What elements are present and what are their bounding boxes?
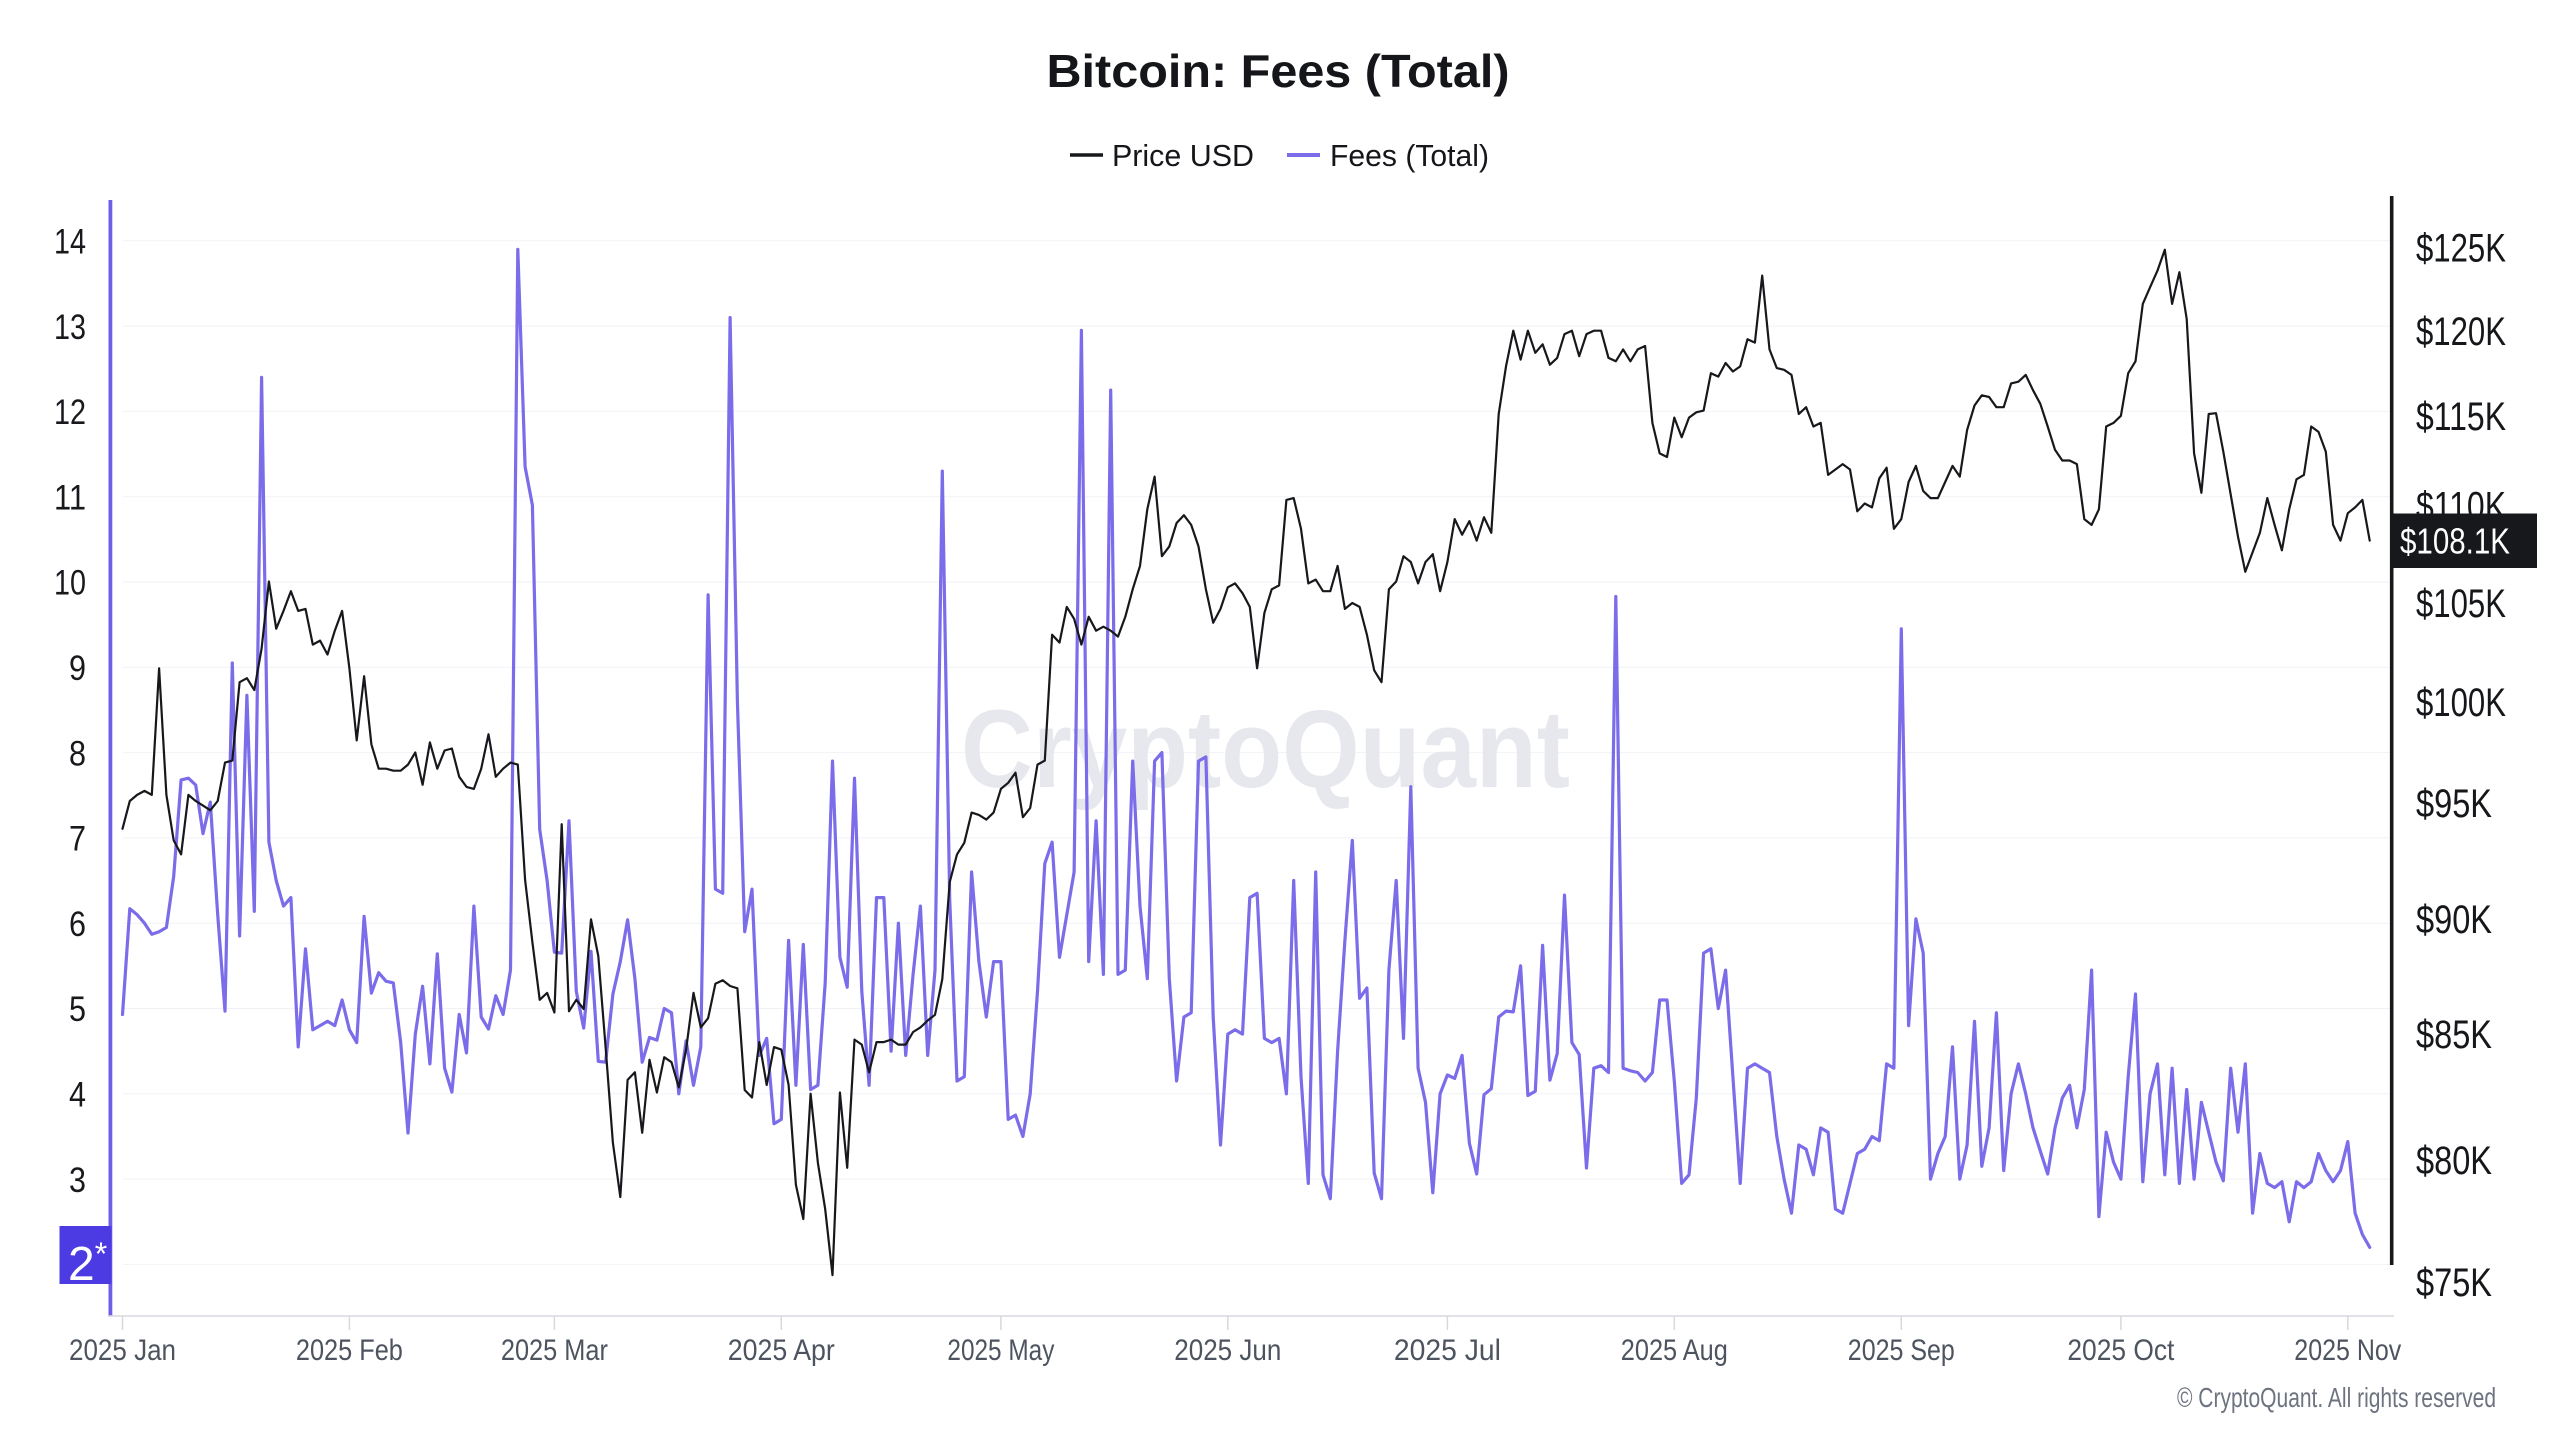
svg-text:$75K: $75K: [2416, 1261, 2492, 1305]
svg-text:2025 Aug: 2025 Aug: [1621, 1334, 1728, 1367]
svg-text:7: 7: [69, 820, 86, 859]
svg-text:2025 Sep: 2025 Sep: [1848, 1334, 1955, 1367]
svg-text:12: 12: [54, 393, 86, 432]
svg-text:2025 Oct: 2025 Oct: [2067, 1334, 2175, 1367]
svg-text:10: 10: [54, 564, 86, 603]
svg-text:$120K: $120K: [2416, 310, 2506, 354]
svg-text:2025 Apr: 2025 Apr: [728, 1334, 835, 1367]
svg-text:$95K: $95K: [2416, 782, 2492, 826]
svg-text:14: 14: [54, 223, 86, 262]
svg-text:$105K: $105K: [2416, 582, 2506, 626]
svg-text:$85K: $85K: [2416, 1013, 2492, 1057]
svg-text:3: 3: [69, 1161, 86, 1200]
svg-text:13: 13: [54, 308, 86, 347]
svg-text:$115K: $115K: [2416, 395, 2506, 439]
svg-text:2025 Jun: 2025 Jun: [1174, 1334, 1281, 1367]
svg-text:$125K: $125K: [2416, 227, 2506, 271]
svg-text:2025 Jul: 2025 Jul: [1394, 1334, 1501, 1367]
svg-text:2025 Nov: 2025 Nov: [2294, 1334, 2401, 1367]
svg-text:© CryptoQuant. All rights rese: © CryptoQuant. All rights reserved: [2177, 1382, 2496, 1413]
svg-text:6: 6: [69, 905, 86, 944]
svg-text:2025 Jan: 2025 Jan: [69, 1334, 176, 1367]
svg-text:Price USD: Price USD: [1112, 138, 1254, 173]
svg-text:Bitcoin: Fees (Total): Bitcoin: Fees (Total): [1047, 45, 1510, 97]
svg-text:$108.1K: $108.1K: [2400, 521, 2510, 562]
svg-text:9: 9: [69, 649, 86, 688]
svg-text:CryptoQuant: CryptoQuant: [961, 688, 1570, 811]
svg-text:4: 4: [69, 1076, 86, 1115]
svg-text:2025 Mar: 2025 Mar: [501, 1334, 608, 1367]
svg-text:$90K: $90K: [2416, 898, 2492, 942]
svg-text:11: 11: [54, 478, 86, 517]
svg-text:8: 8: [69, 734, 86, 773]
svg-text:$80K: $80K: [2416, 1139, 2492, 1183]
svg-text:2025 May: 2025 May: [947, 1334, 1054, 1367]
svg-text:2025 Feb: 2025 Feb: [296, 1334, 403, 1367]
svg-text:$100K: $100K: [2416, 681, 2506, 725]
svg-text:5: 5: [69, 990, 86, 1029]
svg-text:Fees (Total): Fees (Total): [1330, 138, 1489, 173]
